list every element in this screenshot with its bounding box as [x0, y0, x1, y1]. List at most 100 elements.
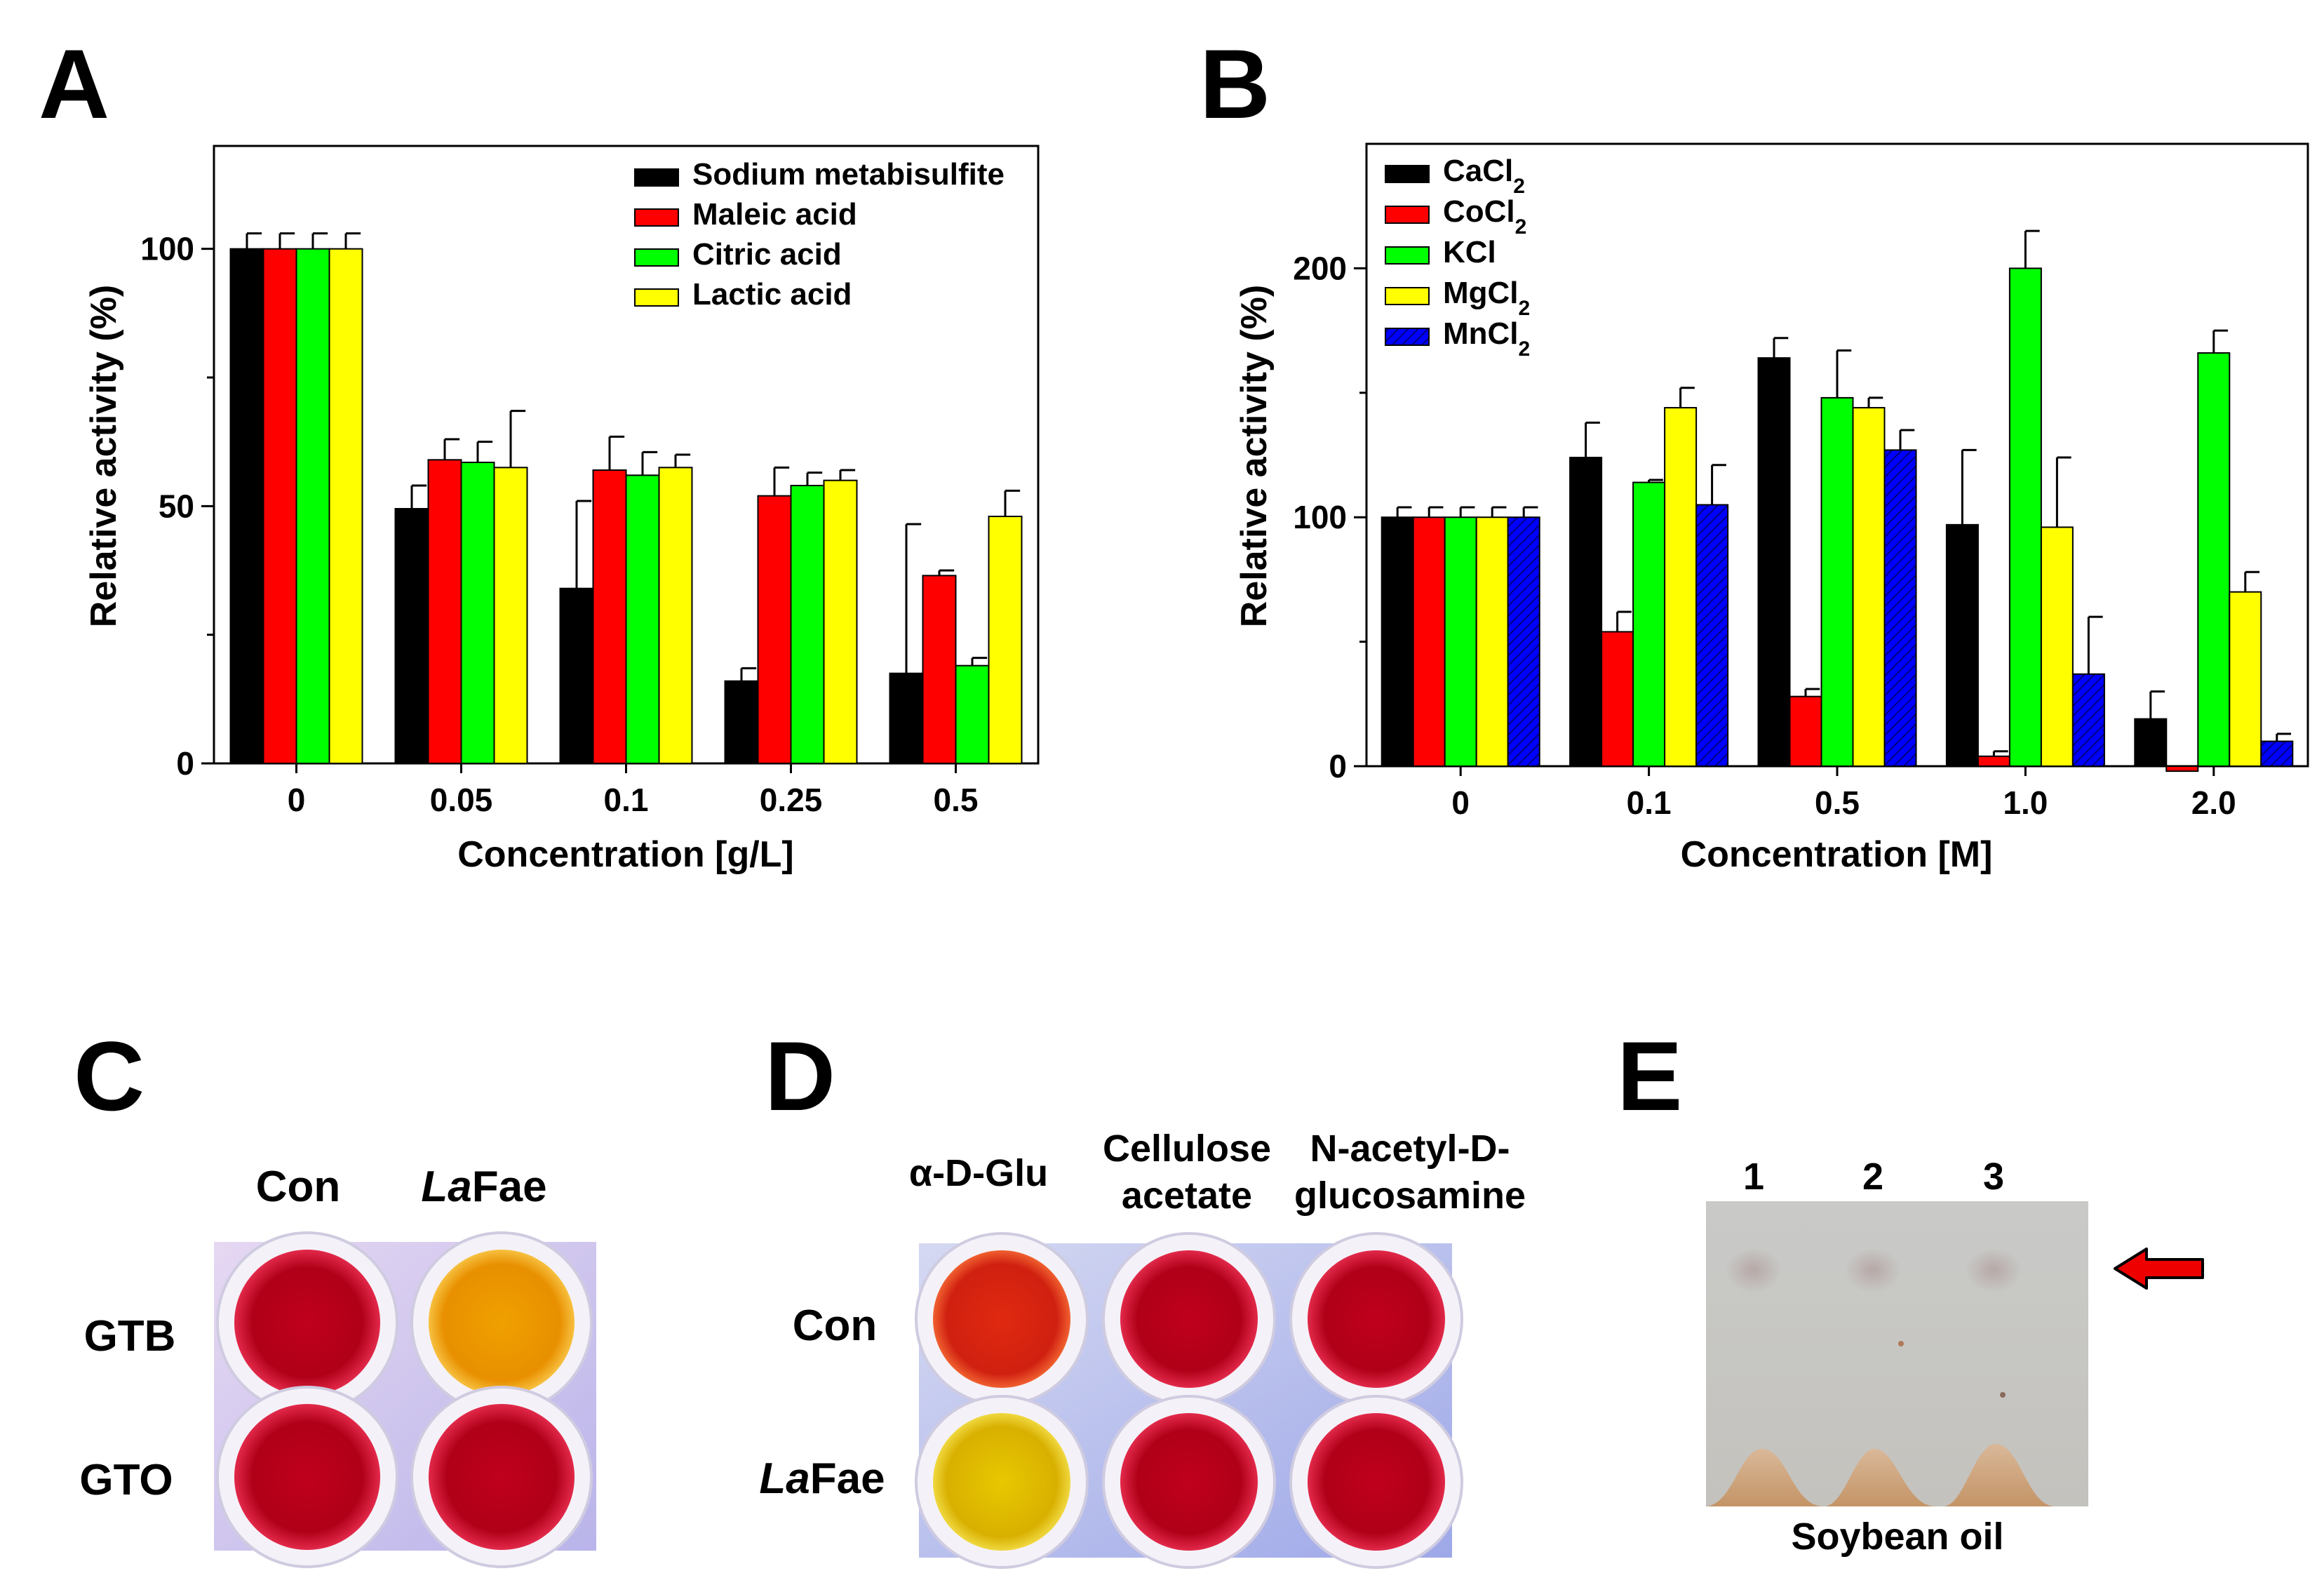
bar-lactic-acid-0.5	[988, 516, 1023, 764]
panel-d-col-acetate: acetate	[1122, 1175, 1252, 1217]
panel-d-row-lafae: LaFae	[759, 1455, 885, 1503]
panel-d: D α-D-Glu Cellulose acetate N-acetyl-D- …	[759, 1021, 1526, 1569]
arrow-icon	[2114, 1248, 2204, 1290]
bar-cocl2-2.0	[2165, 765, 2199, 773]
y-tick-label: 200	[1293, 250, 1347, 286]
panel-d-label: D	[765, 1021, 835, 1131]
legend-swatch	[1385, 287, 1430, 305]
x-tick-label: 2.0	[2191, 784, 2236, 821]
bar-maleic-acid-0	[262, 248, 297, 764]
panel-e-label: E	[1617, 1021, 1682, 1131]
bar-citric-acid-0.1	[625, 474, 660, 764]
bar-citric-acid-0.5	[955, 664, 990, 765]
bar-lactic-acid-0.1	[658, 467, 693, 764]
panel-e-lane-3: 3	[1983, 1156, 2004, 1198]
bar-lactic-acid-0	[328, 248, 363, 764]
bar-citric-acid-0.25	[790, 485, 825, 764]
x-tick-label: 0.1	[1627, 784, 1672, 821]
plot-a-y-ticks: 0 50 100	[140, 231, 214, 782]
legend-label: CaCl2	[1443, 154, 1525, 198]
panel-e-tlc-plate	[1705, 1201, 2088, 1506]
legend-swatch	[634, 288, 679, 307]
bar-sodium-metabisulfite-0.25	[724, 680, 759, 765]
panel-d-col-cellulose: Cellulose	[1103, 1128, 1271, 1170]
legend-label: Citric acid	[692, 237, 842, 272]
legend-label: Maleic acid	[692, 197, 857, 232]
panel-a-label: A	[39, 29, 109, 139]
x-tick-label: 0.25	[760, 782, 823, 818]
bar-kcl-2.0	[2197, 352, 2231, 768]
bar-mncl2-1.0	[2071, 673, 2105, 767]
legend-label: MgCl2	[1443, 276, 1530, 320]
plot-b-bars	[1381, 229, 2294, 773]
bar-citric-acid-0.05	[460, 462, 495, 764]
bar-cacl2-0.5	[1757, 357, 1791, 767]
bar-maleic-acid-0.25	[757, 495, 792, 765]
bar-sodium-metabisulfite-0.5	[889, 672, 924, 765]
panel-c-col-con: Con	[256, 1163, 341, 1211]
bar-maleic-acid-0.5	[922, 575, 957, 764]
panel-d-photo	[915, 1232, 1463, 1569]
bar-mncl2-0.1	[1695, 504, 1729, 768]
plot-a-bars	[229, 232, 1023, 765]
tlc-spot-lane-1	[1726, 1248, 1782, 1292]
bar-sodium-metabisulfite-0.1	[559, 587, 594, 765]
bar-maleic-acid-0.1	[592, 469, 627, 764]
legend-label: Lactic acid	[692, 277, 852, 312]
bar-maleic-acid-0.05	[427, 459, 462, 764]
bar-sodium-metabisulfite-0.05	[394, 508, 429, 764]
plot-b-y-ticks: 0 100 200	[1293, 250, 1366, 784]
panel-a: A 0 50 100 0 0.05 0.1 0.25 0.5 Relative activi…	[39, 29, 1040, 875]
bar-cocl2-0.5	[1789, 695, 1822, 768]
bar-mgcl2-0.1	[1664, 407, 1698, 767]
oil-origin-lane-1	[1705, 1449, 1824, 1506]
panel-c-label: C	[74, 1021, 145, 1131]
plot-a-legend: Sodium metabisulfite Maleic acid Citric ac…	[634, 157, 1005, 312]
x-tick-label: 0.05	[430, 782, 493, 818]
legend-label: CoCl2	[1443, 194, 1526, 239]
panel-d-row-con: Con	[793, 1302, 878, 1350]
y-tick-label: 0	[1329, 748, 1347, 784]
plot-b-ylabel: Relative activity (%)	[1234, 285, 1275, 627]
legend-swatch	[1385, 206, 1430, 224]
bar-mgcl2-0.5	[1852, 407, 1886, 767]
panel-d-col-nacetyl: N-acetyl-D-	[1310, 1128, 1510, 1170]
bar-lactic-acid-0.25	[823, 479, 858, 765]
bar-cacl2-0.1	[1569, 457, 1603, 767]
x-tick-label: 0.5	[1815, 784, 1860, 821]
bar-kcl-0.5	[1820, 396, 1854, 767]
bar-mncl2-2.0	[2260, 740, 2294, 768]
bar-mgcl2-2.0	[2229, 591, 2262, 768]
panel-e-lane-2: 2	[1862, 1156, 1883, 1198]
y-tick-label: 0	[176, 745, 194, 782]
panel-b: B 0 100 200 0 0.1 0.5 1.0 2.0 Relative activit…	[1200, 29, 2309, 875]
panel-c-row-gtb: GTB	[84, 1312, 176, 1360]
bar-citric-acid-0	[295, 248, 330, 764]
x-tick-label: 0	[288, 782, 306, 818]
panel-e: E 1 2 3 Soybean oil	[1617, 1021, 2204, 1558]
legend-swatch	[1385, 165, 1430, 183]
panel-c-col-lafae: LaFae	[421, 1163, 546, 1211]
bar-cacl2-1.0	[1945, 523, 1979, 767]
bar-mgcl2-0	[1475, 516, 1509, 767]
x-tick-label: 0	[1451, 784, 1470, 821]
bar-mncl2-0	[1507, 516, 1540, 767]
y-tick-label: 100	[1293, 499, 1347, 535]
plot-a-x-ticks: 0 0.05 0.1 0.25 0.5	[288, 763, 978, 818]
panel-c-row-gto: GTO	[79, 1456, 173, 1504]
legend-swatch	[1385, 246, 1430, 265]
panel-e-caption: Soybean oil	[1791, 1516, 2003, 1558]
plot-b-xlabel: Concentration [M]	[1681, 834, 1993, 875]
panel-d-col-alpha-d-glu: α-D-Glu	[909, 1152, 1048, 1194]
bar-kcl-1.0	[2008, 267, 2042, 767]
bar-cocl2-1.0	[1977, 755, 2010, 767]
x-tick-label: 0.1	[604, 782, 649, 818]
panel-d-col-glucosamine: glucosamine	[1294, 1175, 1526, 1217]
legend-label: KCl	[1443, 235, 1496, 269]
bar-kcl-0	[1444, 516, 1477, 767]
tlc-spot-lane-2	[1845, 1248, 1901, 1292]
bar-cacl2-0	[1381, 516, 1414, 767]
legend-label: MnCl2	[1443, 316, 1530, 361]
oil-origin-lane-2	[1824, 1449, 1936, 1506]
